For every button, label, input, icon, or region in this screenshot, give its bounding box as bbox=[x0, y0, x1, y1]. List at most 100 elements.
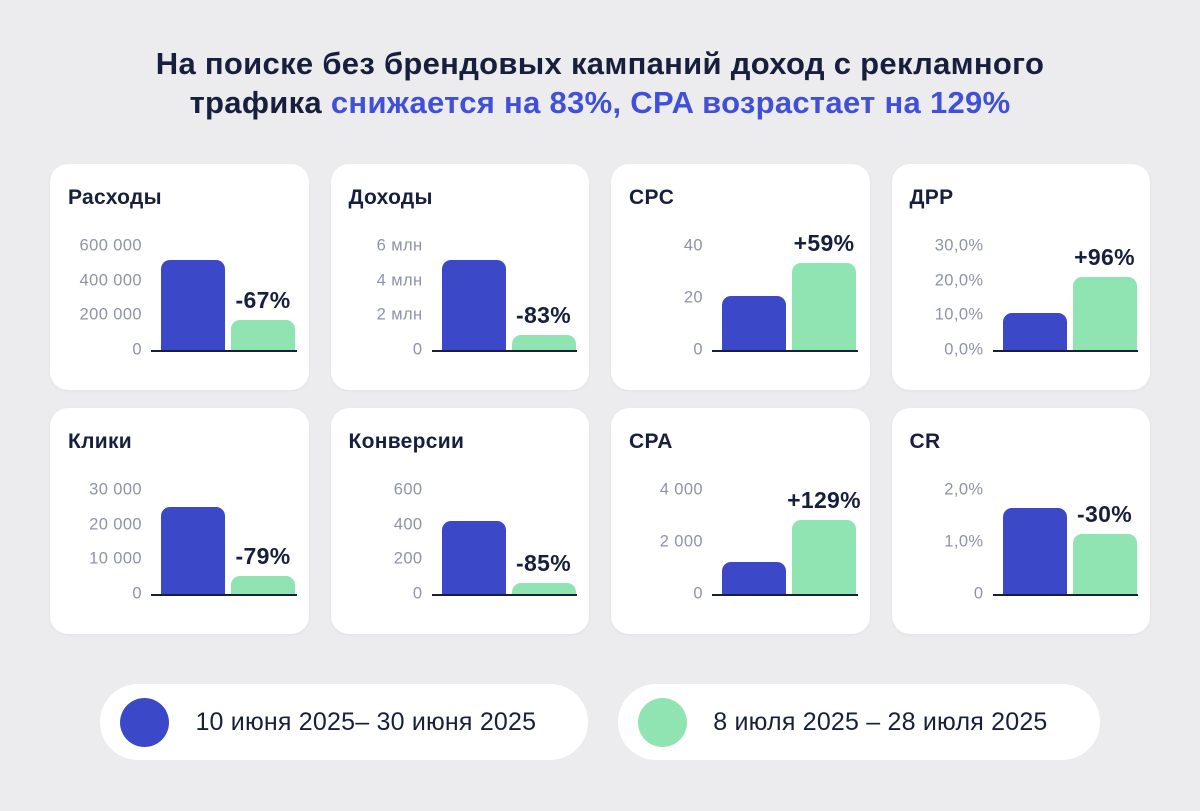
bar-chart: 40 20 0 +59% bbox=[629, 232, 858, 359]
plot-area: -79% bbox=[151, 490, 297, 597]
page-title: На поиске без брендовых кампаний доход с… bbox=[0, 44, 1200, 122]
y-tick-label: 400 000 bbox=[79, 271, 142, 290]
bar-period-1 bbox=[1002, 508, 1067, 595]
y-tick-label: 30 000 bbox=[89, 480, 142, 499]
plot-area: -83% bbox=[431, 246, 577, 353]
y-tick-label: 0,0% bbox=[944, 340, 984, 359]
y-tick-label: 600 bbox=[393, 480, 423, 499]
metric-card: Доходы 6 млн 4 млн 2 млн 0 -83% bbox=[330, 164, 589, 391]
bar-period-1 bbox=[161, 507, 225, 595]
y-tick-label: 4 000 bbox=[659, 480, 703, 499]
y-axis-ticks: 600 400 200 0 bbox=[349, 481, 423, 603]
title-line2-accent: снижается на 83%, CPA возрастает на 129% bbox=[330, 85, 1011, 121]
legend-swatch-icon bbox=[120, 697, 170, 747]
y-tick-label: 2 млн bbox=[376, 305, 423, 324]
bar-period-1 bbox=[441, 521, 506, 595]
metric-card: CPA 4 000 2 000 0 +129% bbox=[611, 408, 870, 635]
metric-title: Доходы bbox=[348, 186, 433, 210]
y-tick-label: 2 000 bbox=[659, 532, 703, 551]
metric-title: CPA bbox=[629, 430, 673, 454]
y-axis-ticks: 600 000 400 000 200 000 0 bbox=[68, 237, 142, 359]
legend-item-period-2: 8 июля 2025 – 28 июля 2025 bbox=[618, 684, 1100, 761]
y-axis-ticks: 2,0% 1,0% 0 bbox=[910, 481, 984, 603]
bar-period-2 bbox=[511, 583, 576, 595]
y-tick-label: 40 bbox=[683, 236, 703, 255]
metric-card: Конверсии 600 400 200 0 -85% bbox=[330, 408, 589, 635]
title-line2-dark: трафика bbox=[189, 85, 322, 121]
bar-period-1 bbox=[722, 561, 786, 595]
y-tick-label: 0 bbox=[412, 584, 423, 603]
y-tick-label: 20,0% bbox=[934, 271, 984, 290]
bar-period-2 bbox=[1072, 277, 1137, 351]
metric-title: CR bbox=[909, 430, 941, 454]
y-tick-label: 0 bbox=[132, 584, 142, 603]
y-tick-label: 600 000 bbox=[79, 236, 142, 255]
y-axis-ticks: 4 000 2 000 0 bbox=[629, 481, 703, 603]
change-label: -83% bbox=[516, 301, 571, 328]
title-line1: На поиске без брендовых кампаний доход с… bbox=[155, 46, 1045, 81]
metric-cards-grid: Расходы 600 000 400 000 200 000 0 -67% Дохо… bbox=[50, 164, 1150, 635]
legend: 10 июня 2025– 30 июня 2025 8 июля 2025 –… bbox=[0, 684, 1200, 761]
metric-title: Конверсии bbox=[348, 430, 465, 454]
bar-period-2 bbox=[511, 334, 576, 351]
infographic-root: На поиске без брендовых кампаний доход с… bbox=[0, 44, 1200, 761]
change-label: -67% bbox=[235, 287, 291, 314]
bar-period-2 bbox=[231, 575, 295, 595]
bar-chart: 4 000 2 000 0 +129% bbox=[629, 481, 861, 603]
change-label: -85% bbox=[516, 550, 571, 577]
bar-chart: 30,0% 20,0% 10,0% 0,0% +96% bbox=[910, 237, 1138, 359]
metric-title: CPC bbox=[629, 186, 675, 210]
y-tick-label: 0 bbox=[412, 340, 423, 359]
legend-label: 8 июля 2025 – 28 июля 2025 bbox=[713, 707, 1048, 736]
metric-card: CR 2,0% 1,0% 0 -30% bbox=[891, 408, 1150, 635]
y-axis-ticks: 6 млн 4 млн 2 млн 0 bbox=[349, 237, 423, 359]
y-tick-label: 20 bbox=[683, 288, 703, 307]
plot-area: -85% bbox=[431, 490, 577, 597]
plot-area: +96% bbox=[992, 244, 1138, 353]
bar-period-2 bbox=[792, 519, 856, 595]
plot-area: -30% bbox=[992, 490, 1138, 597]
legend-item-period-1: 10 июня 2025– 30 июня 2025 bbox=[100, 684, 589, 761]
metric-card: Расходы 600 000 400 000 200 000 0 -67% bbox=[50, 164, 309, 391]
bar-period-1 bbox=[161, 259, 225, 351]
bar-chart: 6 млн 4 млн 2 млн 0 -83% bbox=[349, 237, 577, 359]
change-label: -30% bbox=[1077, 501, 1132, 528]
metric-card: ДРР 30,0% 20,0% 10,0% 0,0% +96% bbox=[891, 164, 1150, 391]
y-tick-label: 0 bbox=[693, 340, 703, 359]
plot-area: +59% bbox=[712, 232, 858, 353]
change-label: +59% bbox=[793, 230, 855, 256]
y-tick-label: 1,0% bbox=[944, 532, 984, 551]
plot-area: +129% bbox=[712, 486, 861, 597]
bar-chart: 600 400 200 0 -85% bbox=[349, 481, 577, 603]
plot-area: -67% bbox=[151, 246, 297, 353]
y-tick-label: 400 bbox=[393, 515, 423, 534]
bar-chart: 30 000 20 000 10 000 0 -79% bbox=[68, 481, 297, 603]
bar-period-1 bbox=[1002, 313, 1067, 351]
y-axis-ticks: 30,0% 20,0% 10,0% 0,0% bbox=[910, 237, 984, 359]
change-label: +129% bbox=[787, 486, 861, 513]
legend-label: 10 июня 2025– 30 июня 2025 bbox=[195, 707, 537, 736]
y-tick-label: 0 bbox=[973, 584, 984, 603]
change-label: +96% bbox=[1074, 244, 1135, 271]
change-label: -79% bbox=[235, 542, 291, 569]
metric-title: ДРР bbox=[909, 186, 954, 210]
metric-card: Клики 30 000 20 000 10 000 0 -79% bbox=[50, 408, 309, 635]
y-tick-label: 20 000 bbox=[89, 515, 142, 534]
y-tick-label: 2,0% bbox=[944, 480, 984, 499]
y-tick-label: 6 млн bbox=[376, 236, 423, 255]
metric-title: Расходы bbox=[68, 186, 162, 210]
metric-card: CPC 40 20 0 +59% bbox=[611, 164, 870, 391]
bar-period-2 bbox=[231, 320, 295, 351]
y-tick-label: 30,0% bbox=[934, 236, 984, 255]
y-tick-label: 10,0% bbox=[934, 305, 984, 324]
bar-chart: 600 000 400 000 200 000 0 -67% bbox=[68, 237, 297, 359]
y-tick-label: 4 млн bbox=[376, 271, 423, 290]
y-tick-label: 200 bbox=[393, 549, 423, 568]
bar-period-2 bbox=[1072, 534, 1137, 595]
y-tick-label: 10 000 bbox=[89, 549, 142, 568]
legend-swatch-icon bbox=[638, 697, 688, 747]
y-axis-ticks: 40 20 0 bbox=[629, 237, 703, 359]
bar-chart: 2,0% 1,0% 0 -30% bbox=[910, 481, 1138, 603]
y-tick-label: 0 bbox=[693, 584, 703, 603]
bar-period-1 bbox=[441, 259, 506, 351]
